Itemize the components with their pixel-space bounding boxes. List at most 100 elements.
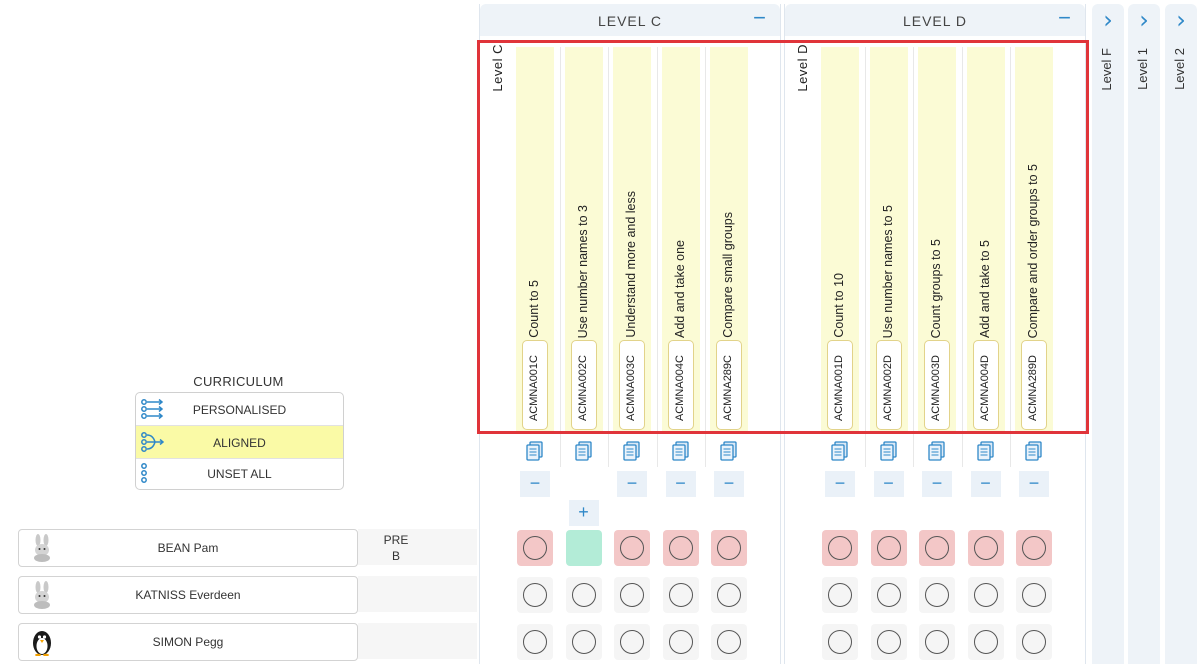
outcome-code: ACMNA289D: [1027, 354, 1039, 421]
status-circle: [620, 583, 644, 607]
outcome-code-tag[interactable]: ACMNA003D: [924, 340, 950, 430]
chevron-right-icon[interactable]: ›: [1103, 6, 1113, 34]
student-name: KATNISS Everdeen: [135, 588, 241, 602]
student-row-katniss-everdeen[interactable]: KATNISS Everdeen: [18, 576, 358, 614]
personalised-icon: [141, 398, 164, 420]
document-icon[interactable]: [975, 440, 997, 462]
student-row-simon-pegg[interactable]: SIMON Pegg: [18, 623, 358, 661]
collapse-outcome-button[interactable]: −: [922, 471, 952, 497]
document-icon[interactable]: [878, 440, 900, 462]
assessment-cell[interactable]: [1016, 530, 1052, 566]
collapse-outcome-button[interactable]: −: [520, 471, 550, 497]
assessment-cell[interactable]: [662, 624, 699, 660]
assessment-cell[interactable]: [919, 577, 955, 613]
outcome-code-tag[interactable]: ACMNA004D: [972, 340, 999, 430]
collapse-outcome-button[interactable]: −: [825, 471, 855, 497]
outcome-code-tag[interactable]: ACMNA002D: [875, 340, 902, 430]
collapse-outcome-button[interactable]: −: [714, 471, 744, 497]
assessment-cell[interactable]: [711, 577, 747, 613]
document-icon[interactable]: [926, 440, 948, 462]
level-1-label: Level 1: [1135, 48, 1150, 90]
level-d-header: LEVEL D −: [785, 4, 1085, 36]
column-divider: [913, 47, 914, 467]
status-circle: [668, 536, 693, 560]
assessment-cell[interactable]: [870, 577, 907, 613]
assessment-cell[interactable]: [565, 624, 602, 660]
level-d-header-label: LEVEL D: [902, 13, 968, 29]
assessment-cell[interactable]: [614, 577, 650, 613]
document-icon[interactable]: [718, 440, 740, 462]
level-2-collapsed[interactable]: › Level 2: [1165, 4, 1197, 664]
assessment-cell[interactable]: [614, 624, 650, 660]
assessment-cell[interactable]: [870, 530, 907, 566]
status-circle: [1022, 630, 1046, 654]
student-row-bean-pam[interactable]: BEAN Pam: [18, 529, 358, 567]
assessment-cell[interactable]: [870, 624, 907, 660]
document-icon[interactable]: [621, 440, 643, 462]
status-circle: [523, 536, 547, 560]
document-icon[interactable]: [524, 440, 546, 462]
assessment-cell[interactable]: [662, 530, 699, 566]
outcome-code-tag[interactable]: ACMNA002C: [570, 340, 597, 430]
assessment-cell[interactable]: [565, 530, 602, 566]
outcome-code: ACMNA002C: [576, 354, 589, 421]
expand-button[interactable]: +: [568, 500, 599, 526]
personalised-option[interactable]: PERSONALISED: [136, 393, 343, 425]
document-icon[interactable]: [573, 440, 595, 462]
assessment-cell[interactable]: [711, 530, 747, 566]
assessment-cell[interactable]: [967, 530, 1004, 566]
collapse-outcome-button[interactable]: −: [970, 471, 1001, 497]
status-circle: [876, 536, 901, 560]
outcome-code-tag[interactable]: ACMNA289C: [716, 340, 742, 430]
assessment-cell[interactable]: [711, 624, 747, 660]
collapse-outcome-button[interactable]: −: [665, 471, 696, 497]
document-icon[interactable]: [1023, 440, 1045, 462]
document-icon[interactable]: [670, 440, 692, 462]
collapse-outcome-button[interactable]: −: [873, 471, 904, 497]
chevron-right-icon[interactable]: ›: [1139, 6, 1149, 34]
unset-all-option[interactable]: UNSET ALL: [136, 457, 343, 489]
level-f-collapsed[interactable]: › Level F: [1092, 4, 1124, 664]
assessment-cell[interactable]: [967, 577, 1004, 613]
assessment-cell[interactable]: [1016, 577, 1052, 613]
assessment-cell[interactable]: [919, 530, 955, 566]
assessment-cell[interactable]: [967, 624, 1004, 660]
outcome-code-tag[interactable]: ACMNA003C: [619, 340, 645, 430]
chevron-right-icon[interactable]: ›: [1176, 6, 1186, 34]
assessment-cell[interactable]: [517, 624, 553, 660]
rabbit-icon: [34, 534, 50, 562]
outcome-code-tag[interactable]: ACMNA001C: [522, 340, 548, 430]
status-circle: [668, 583, 693, 607]
status-circle: [620, 536, 644, 560]
assessment-cell[interactable]: [517, 577, 553, 613]
outcome-description: Count to 10: [832, 273, 846, 338]
level-d-collapse-button[interactable]: −: [1058, 5, 1071, 30]
assessment-cell[interactable]: [822, 624, 858, 660]
outcome-code-tag[interactable]: ACMNA289D: [1021, 340, 1047, 430]
outcome-code-tag[interactable]: ACMNA001D: [827, 340, 853, 430]
level-c-collapse-button[interactable]: −: [753, 5, 766, 30]
status-circle: [717, 583, 741, 607]
collapse-outcome-button[interactable]: −: [1019, 471, 1049, 497]
status-circle: [973, 630, 998, 654]
assessment-cell[interactable]: [822, 577, 858, 613]
assessment-cell[interactable]: [565, 577, 602, 613]
aligned-option[interactable]: ALIGNED: [136, 425, 343, 459]
outcome-description: Count to 5: [527, 280, 541, 338]
level-1-collapsed[interactable]: › Level 1: [1128, 4, 1160, 664]
status-circle: [1022, 583, 1046, 607]
assessment-cell[interactable]: [614, 530, 650, 566]
collapse-outcome-button[interactable]: −: [617, 471, 647, 497]
outcome-code-tag[interactable]: ACMNA004C: [667, 340, 694, 430]
assessment-cell[interactable]: [517, 530, 553, 566]
assessment-cell[interactable]: [662, 577, 699, 613]
aligned-icon: [141, 432, 165, 452]
status-circle: [925, 583, 949, 607]
assessment-cell[interactable]: [822, 530, 858, 566]
outcome-code: ACMNA001D: [833, 354, 845, 421]
assessment-cell[interactable]: [919, 624, 955, 660]
document-icon[interactable]: [829, 440, 851, 462]
status-circle: [620, 630, 644, 654]
assessment-cell[interactable]: [1016, 624, 1052, 660]
outcome-description: Use number names to 5: [880, 204, 895, 338]
